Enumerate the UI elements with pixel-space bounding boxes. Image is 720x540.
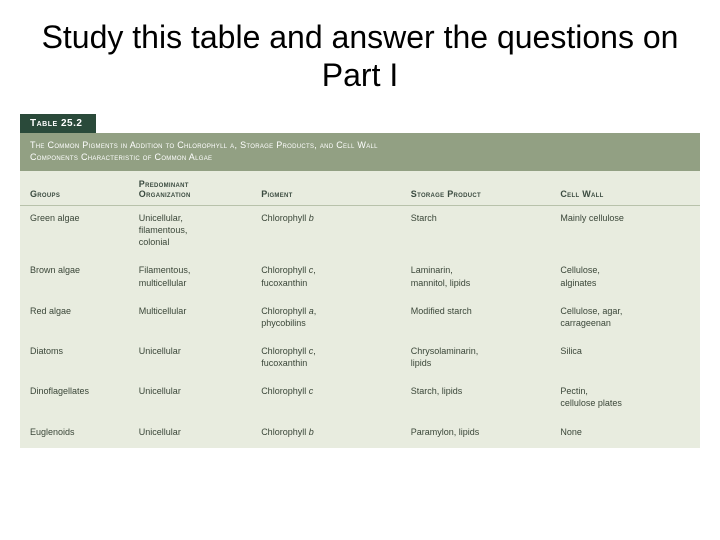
cell-storage: Paramylon, lipids	[401, 420, 551, 448]
cell-group: Green algae	[20, 206, 129, 259]
cell-wall: Pectin, cellulose plates	[550, 379, 700, 419]
cell-pigment: Chlorophyll c, fucoxanthin	[251, 258, 401, 298]
table-row: Red algae Multicellular Chlorophyll a, p…	[20, 299, 700, 339]
cell-org: Unicellular	[129, 420, 251, 448]
cell-pigment: Chlorophyll c, fucoxanthin	[251, 339, 401, 379]
cell-group: Euglenoids	[20, 420, 129, 448]
col-header-storage: Storage Product	[401, 171, 551, 206]
cell-pigment: Chlorophyll b	[251, 206, 401, 259]
caption-line-2: Components Characteristic of Common Alga…	[30, 152, 212, 162]
cell-wall: Silica	[550, 339, 700, 379]
cell-pigment: Chlorophyll c	[251, 379, 401, 419]
cell-org: Multicellular	[129, 299, 251, 339]
table-row: Dinoflagellates Unicellular Chlorophyll …	[20, 379, 700, 419]
col-header-groups: Groups	[20, 171, 129, 206]
cell-org: Unicellular	[129, 379, 251, 419]
cell-wall: Cellulose, alginates	[550, 258, 700, 298]
table-number-tab: Table 25.2	[20, 114, 96, 133]
cell-storage: Starch, lipids	[401, 379, 551, 419]
cell-wall: Mainly cellulose	[550, 206, 700, 259]
table-caption: The Common Pigments in Addition to Chlor…	[20, 133, 700, 171]
cell-storage: Laminarin, mannitol, lipids	[401, 258, 551, 298]
algae-table: Groups Predominant Organization Pigment …	[20, 171, 700, 448]
cell-storage: Modified starch	[401, 299, 551, 339]
col-header-organization: Predominant Organization	[129, 171, 251, 206]
col-header-cellwall: Cell Wall	[550, 171, 700, 206]
col-header-pigment: Pigment	[251, 171, 401, 206]
cell-org: Filamentous, multicellular	[129, 258, 251, 298]
slide-title: Study this table and answer the question…	[0, 0, 720, 95]
table-header-row: Groups Predominant Organization Pigment …	[20, 171, 700, 206]
table-body: Green algae Unicellular, filamentous, co…	[20, 206, 700, 448]
cell-group: Red algae	[20, 299, 129, 339]
cell-group: Dinoflagellates	[20, 379, 129, 419]
cell-storage: Chrysolaminarin, lipids	[401, 339, 551, 379]
caption-line-1: The Common Pigments in Addition to Chlor…	[30, 140, 378, 150]
cell-group: Diatoms	[20, 339, 129, 379]
cell-wall: Cellulose, agar, carrageenan	[550, 299, 700, 339]
table-container: Table 25.2 The Common Pigments in Additi…	[20, 113, 700, 448]
cell-storage: Starch	[401, 206, 551, 259]
cell-org: Unicellular	[129, 339, 251, 379]
table-row: Diatoms Unicellular Chlorophyll c, fucox…	[20, 339, 700, 379]
cell-pigment: Chlorophyll a, phycobilins	[251, 299, 401, 339]
table-row: Green algae Unicellular, filamentous, co…	[20, 206, 700, 259]
table-row: Euglenoids Unicellular Chlorophyll b Par…	[20, 420, 700, 448]
cell-group: Brown algae	[20, 258, 129, 298]
cell-wall: None	[550, 420, 700, 448]
cell-pigment: Chlorophyll b	[251, 420, 401, 448]
cell-org: Unicellular, filamentous, colonial	[129, 206, 251, 259]
table-row: Brown algae Filamentous, multicellular C…	[20, 258, 700, 298]
